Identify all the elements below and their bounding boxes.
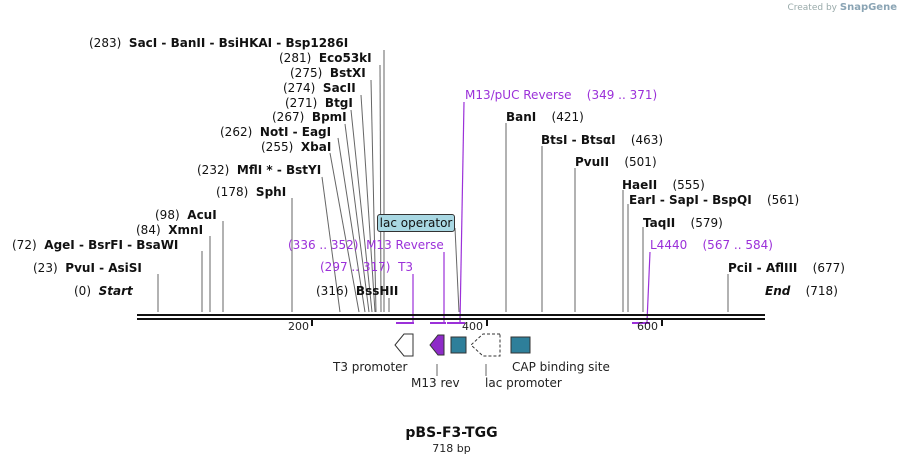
enzyme-label-earI: EarI - SapI - BspQI (561) [629,193,800,207]
enzyme-label-pvuI: (23) PvuI - AsiSI [33,261,142,275]
enzyme-label-mflI: (232) MflI * - BstYI [197,163,322,177]
primer-label-m13-reverse: (336 .. 352) M13 Reverse [288,238,444,252]
enzyme-label-banI: BanI (421) [506,110,584,124]
primer-bars [396,322,650,324]
enzyme-label-eco53kI: (281) Eco53kI [279,51,372,65]
enzyme-label-pvuII: PvuII (501) [575,155,657,169]
t3-promoter-arrow [394,333,414,357]
map-length: 718 bp [432,442,471,455]
primer-label-t3: (297 .. 317) T3 [320,260,414,274]
enzyme-label-bpmI: (267) BpmI [272,110,347,124]
enzyme-label-bssHII: (316) BssHII [316,284,399,298]
enzyme-label-btsI: BtsI - BtsαI (463) [541,133,664,147]
enzyme-label-btgI: (271) BtgI [285,96,353,110]
enzyme-leader-lines [157,50,729,313]
lac-operator-label: lac operator [377,214,455,232]
enzyme-label-bstXI: (275) BstXI [290,66,366,80]
enzyme-label-taqII: TaqII (579) [643,216,723,230]
m13-rev-arrow [429,334,445,356]
lac-promoter-arrow [470,333,501,357]
enzyme-label-haeII: HaeII (555) [622,178,705,192]
enzyme-label-sacII: (274) SacII [283,81,356,95]
enzyme-label-xmnI: (84) XmnI [136,223,204,237]
feature-shapes [394,333,531,357]
feature-label-m13-rev: M13 rev [411,376,460,390]
lac-operator-box [450,336,467,354]
feature-label-lac-promoter: lac promoter [485,376,562,390]
enzyme-label-xbaI: (255) XbaI [261,140,332,154]
primer-label-m13-puc-reverse: M13/pUC Reverse (349 .. 371) [465,88,658,102]
tick-label-400: 400 [462,320,483,333]
tick-label-600: 600 [637,320,658,333]
feature-leader-lines [436,364,487,376]
map-title: pBS-F3-TGG [405,425,498,441]
end-label: End (718) [765,284,838,298]
enzyme-label-acuI: (98) AcuI [155,208,217,222]
start-label: (0) Start [74,284,133,298]
enzyme-label-notI: (262) NotI - EagI [220,125,332,139]
enzyme-label-ageI: (72) AgeI - BsrFI - BsaWI [12,238,179,252]
scale-ticks [311,320,663,326]
feature-label-t3-promoter: T3 promoter [333,360,408,374]
snapgene-logo: Created by SnapGene [787,2,897,13]
enzyme-label-pciI: PciI - AflIII (677) [728,261,845,275]
cap-site-box [510,336,531,354]
backbone [137,314,765,320]
enzyme-label-sacI: (283) SacI - BanII - BsiHKAI - Bsp1286I [89,36,349,50]
feature-label-cap-binding-site: CAP binding site [512,360,610,374]
primer-label-l4440: L4440 (567 .. 584) [650,238,773,252]
tick-label-200: 200 [288,320,309,333]
enzyme-label-sphI: (178) SphI [216,185,287,199]
